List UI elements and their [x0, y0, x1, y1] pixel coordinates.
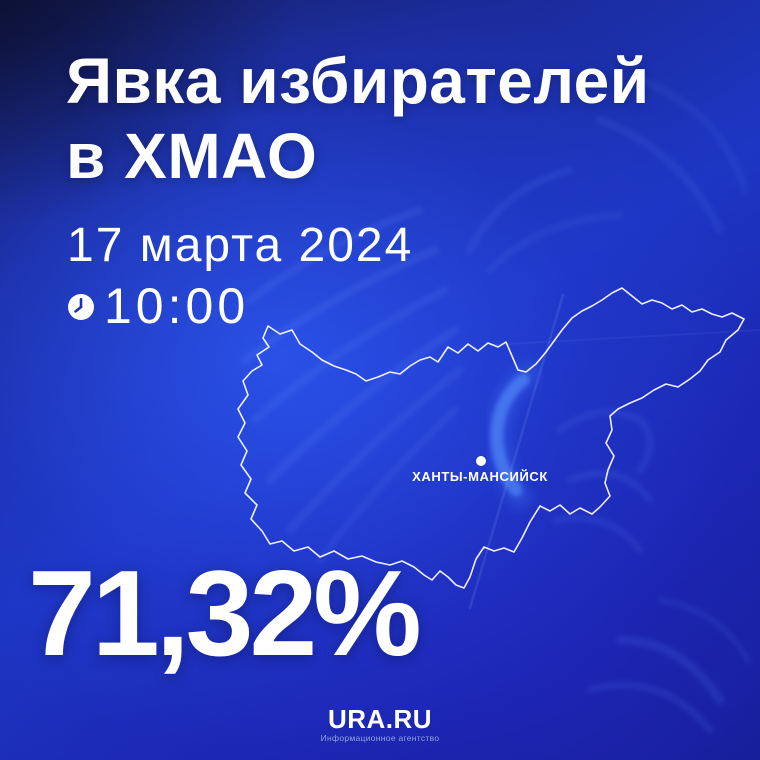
- time-label: 10:00: [104, 278, 250, 334]
- brand-footer: URA.RU Информационное агентство: [321, 706, 440, 743]
- brand-tagline: Информационное агентство: [320, 733, 440, 743]
- city-label: ХАНТЫ-МАНСИЙСК: [412, 469, 548, 484]
- time-row: 10:00: [67, 281, 249, 331]
- page-title: Явка избирателей в ХМАО: [66, 44, 650, 194]
- turnout-value: 71,32%: [28, 545, 422, 681]
- title-line-2: в ХМАО: [66, 119, 318, 192]
- brand-logo: URA.RU: [327, 704, 433, 734]
- title-line-1: Явка избирателей: [66, 45, 650, 117]
- date-label: 17 марта 2024: [67, 219, 414, 272]
- clock-icon: [68, 294, 94, 320]
- khmao-border: [237, 287, 745, 589]
- city-marker-dot: [476, 456, 486, 466]
